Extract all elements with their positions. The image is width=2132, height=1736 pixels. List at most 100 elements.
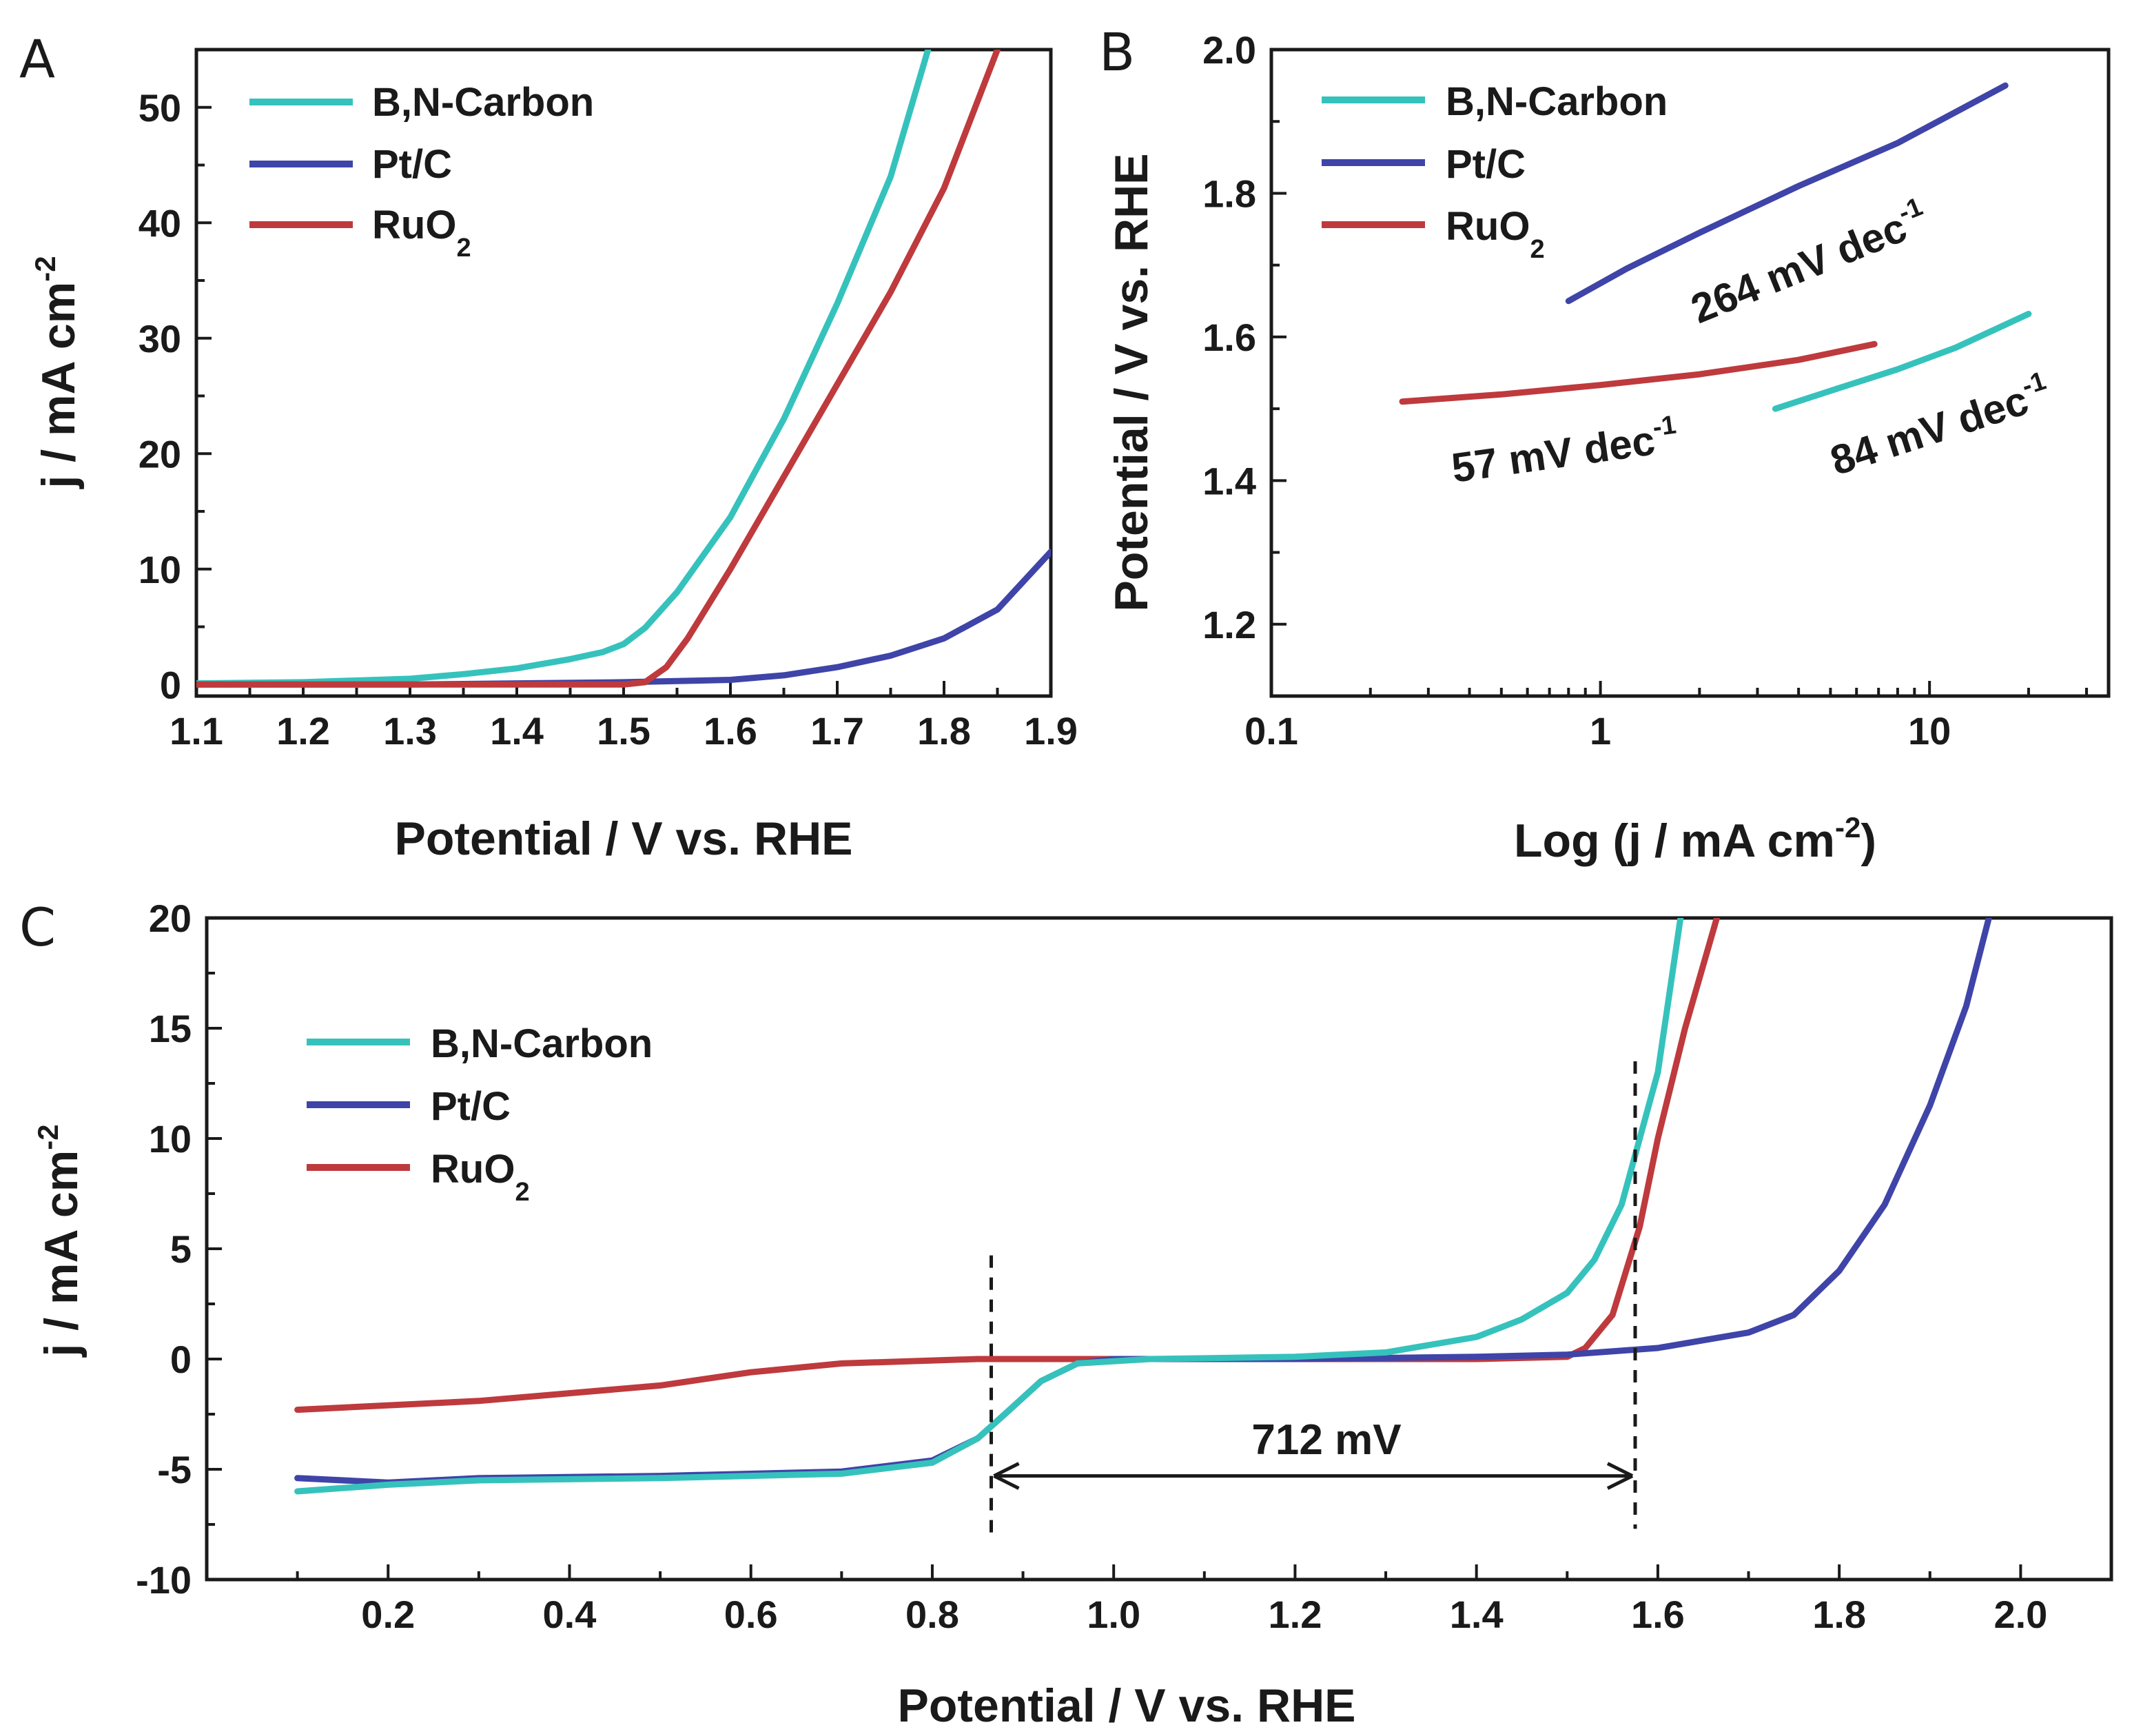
b-y-tick-label: 1.2 [1202,603,1256,646]
b-y-tick-label: 2.0 [1202,28,1256,72]
panel-b-slope-label-ruo2-main: 57 mV dec [1448,417,1657,491]
panel-c-y-axis-label: j / mA cm-2 [32,1124,88,1358]
panel-a-y-tick-labels: 0 10 20 30 40 50 [139,86,181,707]
c-y-tick-label: 20 [149,897,192,940]
panel-b-legend-label-ruo2-main: RuO [1446,204,1530,249]
a-series-line-pt-c [196,549,1051,688]
a-x-tick-label: 1.4 [490,709,544,753]
a-x-tick-label: 1.9 [1024,709,1078,753]
panel-b: B 0.1 1 10 1.21.41.61.82.0 Log (j / mA cm-… [1099,21,2111,867]
panel-a-letter: A [19,28,55,90]
panel-a-plot-frame [194,48,1053,698]
c-x-tick-label: 0.8 [905,1593,959,1636]
panel-a: A 1.1 1.2 1.3 1.4 1.5 1.6 1.7 1.8 1.9 0 10 20 30 40 5… [19,28,1078,865]
c-x-tick-label: 1.8 [1812,1593,1866,1636]
panel-c-legend-label-ruo2: RuO2 [431,1147,530,1207]
panel-b-x-axis-label-end: ) [1861,815,1876,867]
c-y-tick-label: -10 [136,1558,192,1602]
panel-c-legend-label-pt-c: Pt/C [431,1084,511,1129]
panel-b-legend-label-bn-carbon: B,N-Carbon [1446,79,1668,124]
panel-b-legend-label-pt-c: Pt/C [1446,142,1526,187]
a-y-tick-label: 10 [139,548,181,591]
panel-c-x-axis-label: Potential / V vs. RHE [897,1679,1355,1732]
panel-b-legend-label-ruo2: RuO2 [1446,204,1545,264]
panel-c-legend-label-bn-carbon: B,N-Carbon [431,1021,653,1066]
panel-a-legend-label-bn-carbon: B,N-Carbon [372,80,594,125]
c-x-tick-label: 0.4 [543,1593,597,1636]
a-x-tick-label: 1.5 [597,709,650,753]
panel-a-legend-label-ruo2-main: RuO [372,203,456,247]
c-x-tick-label: 1.6 [1631,1593,1685,1636]
c-x-tick-label: 0.2 [361,1593,415,1636]
c-y-tick-label: 15 [149,1007,192,1050]
b-x-tick-label: 1 [1590,709,1611,753]
panel-b-y-axis-label: Potential / V vs. RHE [1105,153,1158,611]
panel-c-y-tick-labels: -10 -5 0 5 10 15 20 [136,897,192,1602]
panel-a-legend-label-pt-c: Pt/C [372,142,452,187]
a-x-tick-label: 1.1 [170,709,223,753]
panel-c-gap-arrowhead-right [1606,1462,1634,1490]
panel-c-y-axis-label-sup: -2 [32,1124,64,1150]
a-y-tick-label: 40 [139,201,181,245]
a-x-tick-label: 1.2 [276,709,330,753]
a-y-tick-label: 0 [160,663,181,706]
panel-a-y-axis-label-sup: -2 [29,256,61,281]
a-x-tick-label: 1.6 [704,709,757,753]
c-x-tick-label: 2.0 [1993,1593,2047,1636]
b-y-tick-label: 1.4 [1202,459,1256,502]
panel-b-legend: B,N-Carbon Pt/C RuO2 [1322,79,1668,264]
panel-c-legend: B,N-Carbon Pt/C RuO2 [307,1021,653,1207]
panel-c-legend-label-ruo2-sub: 2 [515,1178,529,1207]
panel-b-slope-label-pt-c: 264 mV dec-1 [1683,192,1934,332]
panel-c-y-axis-label-main: j / mA cm [35,1150,88,1358]
panel-b-series [1399,82,2032,412]
c-y-tick-label: 0 [170,1338,192,1381]
panel-c-legend-label-ruo2-main: RuO [431,1147,515,1192]
panel-b-x-axis-label: Log (j / mA cm-2) [1514,811,1876,867]
a-series-line-b-n-carbon [196,50,932,687]
c-series-line-b-n-carbon [294,918,1684,1495]
panel-b-legend-label-ruo2-sub: 2 [1530,235,1544,264]
panel-c-x-tick-labels: 0.2 0.4 0.6 0.8 1.0 1.2 1.4 1.6 1.8 2.0 [361,1593,2047,1636]
c-x-tick-label: 1.0 [1087,1593,1140,1636]
a-x-tick-label: 1.7 [810,709,864,753]
b-y-tick-label: 1.8 [1202,172,1256,215]
a-y-tick-label: 20 [139,432,181,476]
panel-b-x-axis-label-main: Log (j / mA cm [1514,815,1835,867]
panel-c-gap-arrowhead-left [993,1462,1020,1490]
b-x-tick-label: 10 [1908,709,1951,753]
panel-c-series [294,918,1992,1495]
panel-c-letter: C [19,897,56,958]
c-y-tick-label: 5 [170,1227,192,1271]
panel-a-y-axis-label: j / mA cm-2 [29,256,85,489]
panel-c-gap-label: 712 mV [1251,1416,1401,1464]
a-x-tick-label: 1.8 [917,709,971,753]
c-x-tick-label: 1.4 [1450,1593,1504,1636]
a-y-tick-label: 30 [139,317,181,360]
panel-a-y-axis-label-main: j / mA cm [32,282,85,490]
panel-a-x-axis-label: Potential / V vs. RHE [394,813,852,865]
panel-b-slope-label-bn-carbon-main: 84 mV dec [1825,377,2033,484]
a-x-tick-label: 1.3 [383,709,437,753]
b-series-line-pt-c [1565,82,2009,305]
panel-b-x-tick-labels: 0.1 1 10 [1244,709,1951,753]
a-series-line-ruo2 [196,50,1001,688]
b-series-line-ruo2 [1399,340,1878,405]
panel-a-series [196,50,1051,688]
panel-b-plot-frame [1269,48,2111,698]
b-y-tick-label: 1.6 [1202,316,1256,359]
a-y-tick-label: 50 [139,86,181,130]
c-y-tick-label: -5 [157,1448,192,1491]
b-x-tick-label: 0.1 [1244,709,1298,753]
panel-b-letter: B [1099,21,1135,83]
panel-c-potential-gap-marker [990,1061,1637,1535]
panel-a-x-tick-labels: 1.1 1.2 1.3 1.4 1.5 1.6 1.7 1.8 1.9 [170,709,1078,753]
panel-b-slope-label-ruo2-sup: -1 [1651,411,1678,442]
panel-c-ticks [207,917,2113,1581]
panel-b-slope-label-ruo2: 57 mV dec-1 [1448,411,1681,491]
c-x-tick-label: 0.6 [724,1593,778,1636]
panel-b-x-axis-label-sup: -2 [1835,811,1861,844]
b-series-line-b-n-carbon [1772,311,2032,412]
panel-a-legend-label-ruo2: RuO2 [372,203,471,263]
panel-a-legend-label-ruo2-sub: 2 [456,234,471,263]
